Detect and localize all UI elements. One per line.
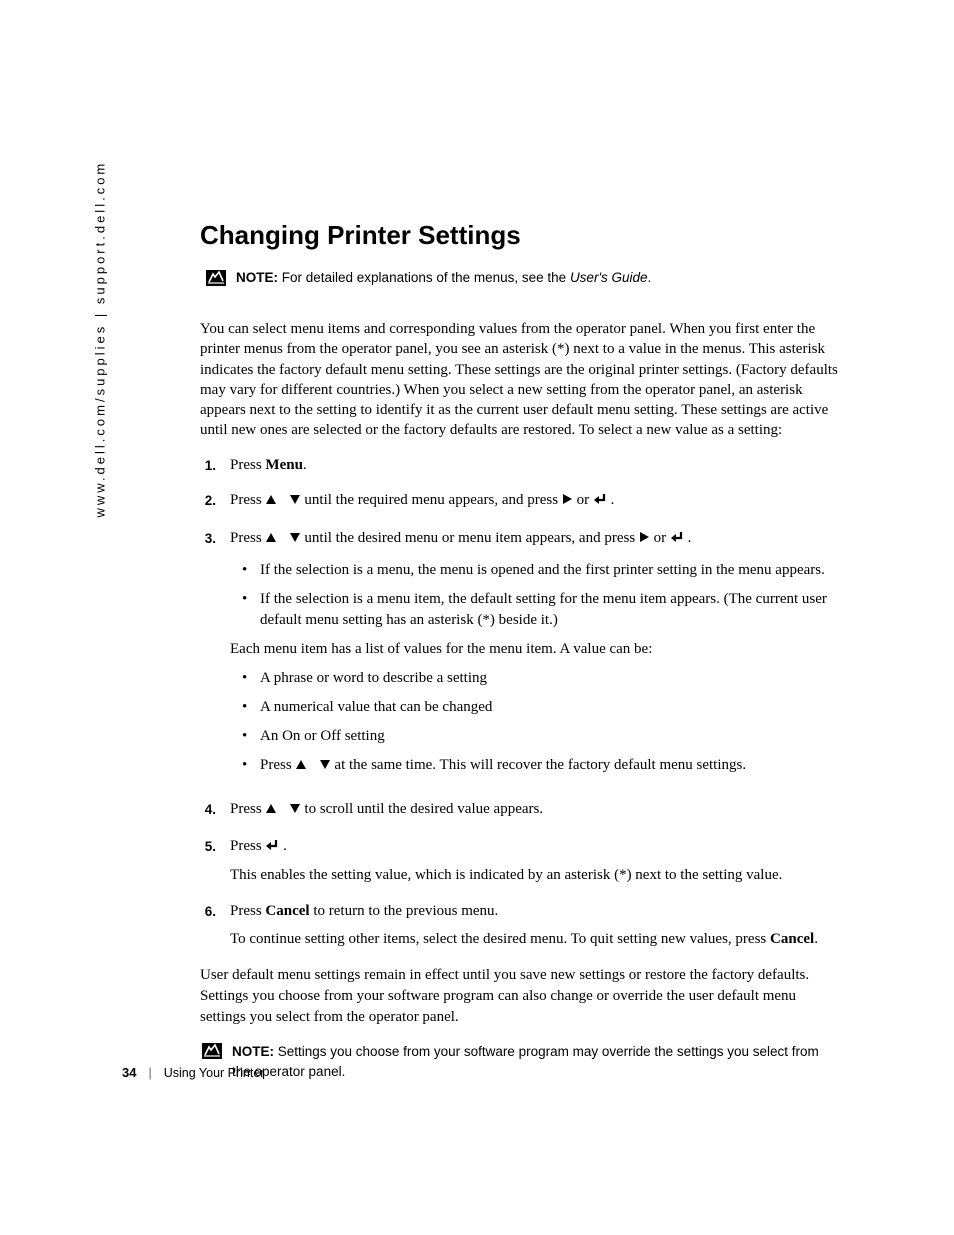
note-prefix: NOTE: xyxy=(232,1044,274,1059)
note-italic: User's Guide xyxy=(570,270,648,285)
step-5: 5. Press . This enables the setting valu… xyxy=(200,836,840,888)
step-text: or xyxy=(577,492,593,508)
step-text: Press xyxy=(230,492,265,508)
sub-item: If the selection is a menu item, the def… xyxy=(260,589,840,631)
step-1: 1. Press Menu. xyxy=(200,455,840,477)
enter-icon xyxy=(265,838,279,860)
step-text: Press xyxy=(230,801,265,817)
value-item: An On or Off setting xyxy=(260,726,840,747)
page-content: Changing Printer Settings NOTE: For deta… xyxy=(200,220,840,1104)
step-extra: To continue setting other items, select … xyxy=(230,931,770,947)
step-text: Press xyxy=(230,457,265,473)
step-text: . xyxy=(283,838,287,854)
value-item: A phrase or word to describe a setting xyxy=(260,668,840,689)
step-6: 6. Press Cancel to return to the previou… xyxy=(200,901,840,951)
sub-list: If the selection is a menu, the menu is … xyxy=(230,560,840,631)
note-body: For detailed explanations of the menus, … xyxy=(278,270,570,285)
down-arrow-icon xyxy=(289,529,301,551)
mid-paragraph: Each menu item has a list of values for … xyxy=(230,639,840,660)
step-extra: . xyxy=(814,931,818,947)
note-bottom-text: NOTE: Settings you choose from your soft… xyxy=(232,1042,840,1083)
footer-section: Using Your Printer xyxy=(164,1066,265,1080)
up-arrow-icon xyxy=(295,756,307,777)
step-text: to return to the previous menu. xyxy=(310,903,499,919)
note-suffix: . xyxy=(648,270,652,285)
note-bottom: NOTE: Settings you choose from your soft… xyxy=(202,1042,840,1083)
step-text: or xyxy=(654,530,670,546)
step-text: Press xyxy=(260,757,295,773)
note-body: Settings you choose from your software p… xyxy=(232,1044,819,1079)
step-text: . xyxy=(688,530,692,546)
steps-list: 1. Press Menu. 2. Press until the requir… xyxy=(200,455,840,951)
value-item: Press at the same time. This will recove… xyxy=(260,755,840,777)
step-number: 4. xyxy=(200,799,216,822)
value-list: A phrase or word to describe a setting A… xyxy=(230,668,840,777)
page-heading: Changing Printer Settings xyxy=(200,220,840,251)
note-prefix: NOTE: xyxy=(236,270,278,285)
step-extra: This enables the setting value, which is… xyxy=(230,865,840,887)
menu-label: Menu xyxy=(265,457,303,473)
step-text: until the required menu appears, and pre… xyxy=(304,492,561,508)
enter-icon xyxy=(670,530,684,552)
step-text: Press xyxy=(230,903,265,919)
step-text: Press xyxy=(230,838,265,854)
cancel-label: Cancel xyxy=(770,931,814,947)
page-footer: 34 | Using Your Printer xyxy=(122,1065,264,1080)
outro-paragraph: User default menu settings remain in eff… xyxy=(200,965,840,1028)
step-number: 6. xyxy=(200,901,216,951)
step-text: . xyxy=(303,457,307,473)
step-text: at the same time. This will recover the … xyxy=(334,757,746,773)
step-text: Press xyxy=(230,530,265,546)
enter-icon xyxy=(593,492,607,514)
step-text: to scroll until the desired value appear… xyxy=(304,801,543,817)
step-4: 4. Press to scroll until the desired val… xyxy=(200,799,840,822)
step-number: 2. xyxy=(200,490,216,514)
note-top: NOTE: For detailed explanations of the m… xyxy=(206,269,840,291)
step-text: until the desired menu or menu item appe… xyxy=(304,530,639,546)
right-arrow-icon xyxy=(639,529,650,551)
cancel-label: Cancel xyxy=(265,903,309,919)
step-text: . xyxy=(611,492,615,508)
up-arrow-icon xyxy=(265,491,277,513)
right-arrow-icon xyxy=(562,491,573,513)
down-arrow-icon xyxy=(319,756,331,777)
step-number: 3. xyxy=(200,528,216,785)
note-top-text: NOTE: For detailed explanations of the m… xyxy=(236,269,651,288)
value-item: A numerical value that can be changed xyxy=(260,697,840,718)
page-number: 34 xyxy=(122,1065,136,1080)
step-number: 1. xyxy=(200,455,216,477)
step-number: 5. xyxy=(200,836,216,888)
intro-paragraph: You can select menu items and correspond… xyxy=(200,319,840,441)
note-icon xyxy=(206,270,226,291)
note-icon xyxy=(202,1043,222,1064)
sidebar-url-text: www.dell.com/supplies | support.dell.com xyxy=(93,161,108,518)
down-arrow-icon xyxy=(289,491,301,513)
step-2: 2. Press until the required menu appears… xyxy=(200,490,840,514)
sub-item: If the selection is a menu, the menu is … xyxy=(260,560,840,581)
step-3: 3. Press until the desired menu or menu … xyxy=(200,528,840,785)
footer-divider: | xyxy=(148,1066,151,1080)
up-arrow-icon xyxy=(265,529,277,551)
up-arrow-icon xyxy=(265,800,277,822)
down-arrow-icon xyxy=(289,800,301,822)
